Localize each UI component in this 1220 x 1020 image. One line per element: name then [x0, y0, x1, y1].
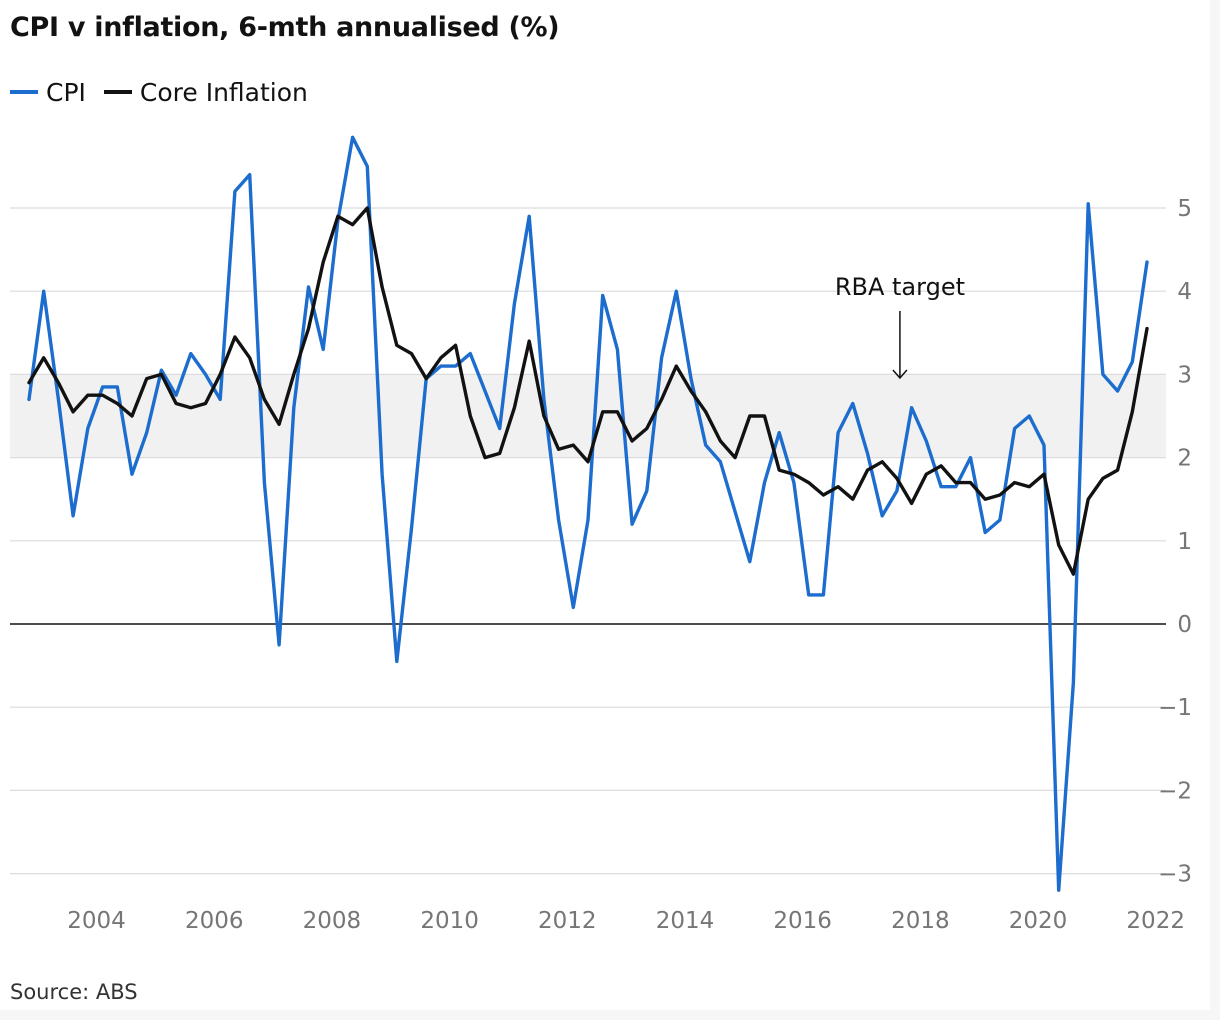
- y-tick-label: 3: [1177, 362, 1192, 388]
- legend-item-cpi: CPI: [10, 78, 86, 107]
- legend: CPI Core Inflation: [10, 76, 326, 108]
- y-tick-label: 5: [1177, 196, 1192, 222]
- series-line-core-inflation: [27, 206, 1149, 576]
- rba-target-annotation: RBA target: [835, 273, 965, 301]
- legend-label-cpi: CPI: [46, 77, 86, 107]
- y-tick-label: −3: [1158, 862, 1192, 888]
- legend-label-core: Core Inflation: [139, 77, 308, 107]
- x-tick-label: 2010: [420, 908, 479, 934]
- y-tick-label: −2: [1158, 778, 1192, 804]
- annotation-arrow-head: [892, 369, 908, 380]
- x-tick-label: 2006: [185, 908, 244, 934]
- chart-title: CPI v inflation, 6-mth annualised (%): [10, 12, 560, 43]
- x-tick-label: 2018: [891, 908, 950, 934]
- legend-item-core: Core Inflation: [103, 77, 308, 107]
- source-note: Source: ABS: [10, 980, 138, 1004]
- legend-swatch-cpi: [10, 90, 38, 94]
- x-tick-label: 2022: [1126, 908, 1185, 934]
- x-tick-label: 2012: [538, 908, 597, 934]
- rba-target-band: [10, 374, 1166, 458]
- line-chart: −3 −2 −1 0 1 2 3 4 5 2004 2006 2008 2010 2012 2014 201…: [10, 135, 1192, 934]
- x-tick-label: 2020: [1009, 908, 1068, 934]
- x-tick-label: 2004: [67, 908, 126, 934]
- x-tick-label: 2016: [773, 908, 832, 934]
- y-tick-label: 1: [1177, 529, 1192, 555]
- y-tick-label: 4: [1177, 279, 1192, 305]
- y-tick-label: 2: [1177, 446, 1192, 472]
- y-tick-label: −1: [1158, 695, 1192, 721]
- x-tick-label: 2014: [656, 908, 715, 934]
- x-tick-label: 2008: [303, 908, 362, 934]
- y-tick-label: 0: [1177, 612, 1192, 638]
- series-line-cpi: [27, 135, 1149, 892]
- legend-swatch-core: [103, 90, 132, 94]
